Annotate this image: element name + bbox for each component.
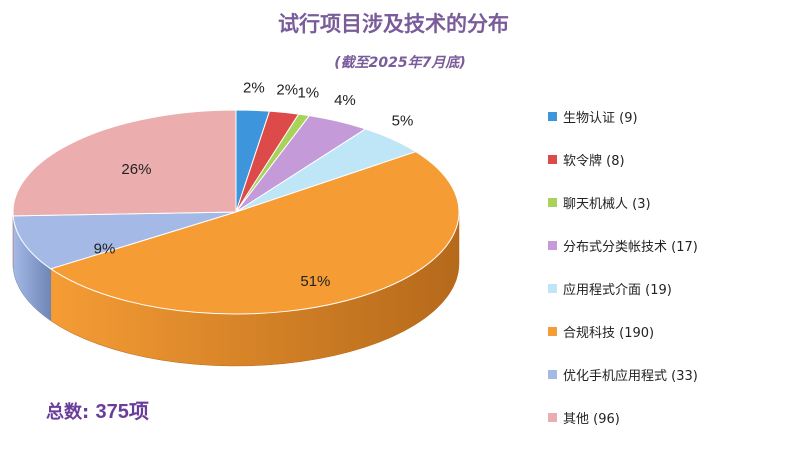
- legend-item-biometric: 生物认证 (9): [548, 106, 698, 127]
- legend: 生物认证 (9) 软令牌 (8) 聊天机械人 (3) 分布式分类帐技术 (17)…: [548, 106, 698, 450]
- pie-percent-label: 2%: [276, 82, 298, 99]
- pie-percent-label: 51%: [300, 273, 330, 290]
- pie-percent-label: 9%: [94, 241, 116, 258]
- legend-swatch: [548, 198, 557, 207]
- legend-label: 生物认证 (9): [563, 107, 638, 126]
- pie-percent-label: 2%: [243, 79, 265, 96]
- legend-item-soft-token: 软令牌 (8): [548, 149, 698, 170]
- legend-label: 应用程式介面 (19): [563, 279, 672, 298]
- total-value: 375项: [95, 401, 148, 423]
- legend-label: 合规科技 (190): [563, 322, 654, 341]
- pie-top: [13, 110, 459, 314]
- legend-item-others: 其他 (96): [548, 407, 698, 428]
- legend-swatch: [548, 155, 557, 164]
- legend-label: 软令牌 (8): [563, 150, 625, 169]
- legend-swatch: [548, 284, 557, 293]
- legend-swatch: [548, 241, 557, 250]
- pie-percent-label: 5%: [392, 112, 414, 129]
- legend-item-regtech: 合规科技 (190): [548, 321, 698, 342]
- total-label: 总数:: [46, 402, 89, 423]
- legend-label: 聊天机械人 (3): [563, 193, 651, 212]
- legend-item-api: 应用程式介面 (19): [548, 278, 698, 299]
- legend-swatch: [548, 413, 557, 422]
- total-count: 总数: 375项: [46, 395, 149, 424]
- legend-swatch: [548, 370, 557, 379]
- legend-label: 其他 (96): [563, 408, 620, 427]
- pie-percent-label: 1%: [297, 85, 319, 102]
- legend-item-mobile-app: 优化手机应用程式 (33): [548, 364, 698, 385]
- legend-label: 分布式分类帐技术 (17): [563, 236, 698, 255]
- pie-percent-label: 26%: [121, 161, 151, 178]
- legend-label: 优化手机应用程式 (33): [563, 365, 698, 384]
- legend-swatch: [548, 112, 557, 121]
- legend-item-chatbot: 聊天机械人 (3): [548, 192, 698, 213]
- legend-item-dlt: 分布式分类帐技术 (17): [548, 235, 698, 256]
- legend-swatch: [548, 327, 557, 336]
- pie-percent-label: 4%: [334, 92, 356, 109]
